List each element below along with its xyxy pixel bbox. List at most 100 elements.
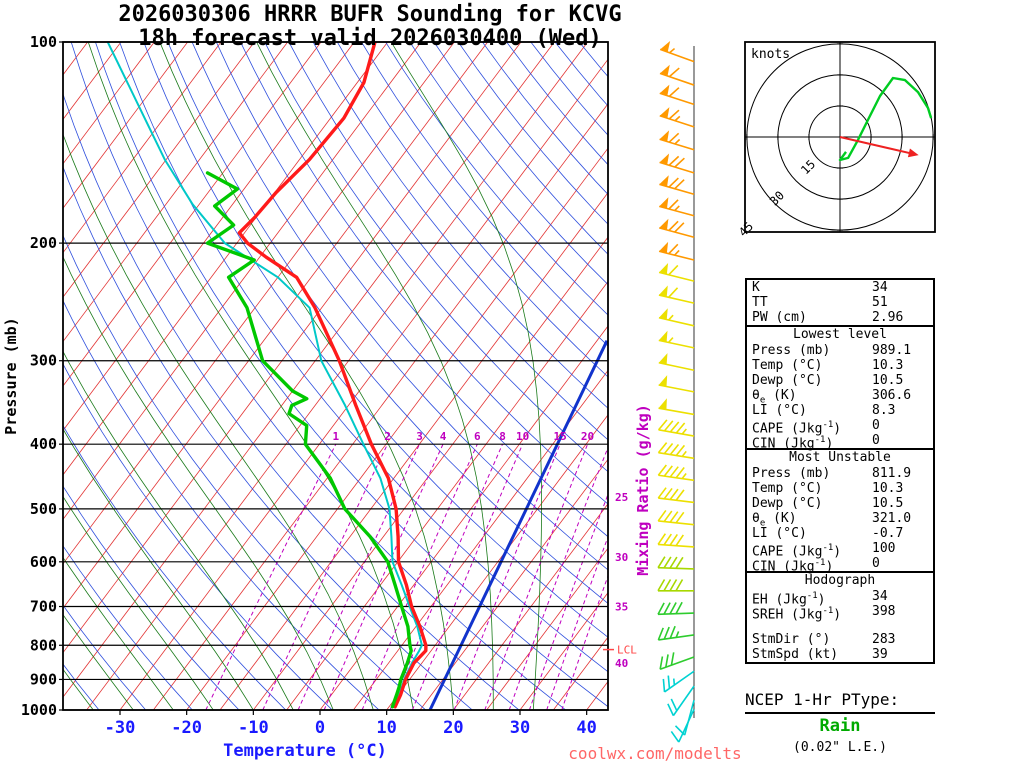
stat-row: Press (mb) 811.9 xyxy=(752,466,912,481)
skewt-background xyxy=(63,42,608,710)
stats-section-header: Most Unstable xyxy=(789,450,891,465)
svg-text:900: 900 xyxy=(30,670,57,688)
hodograph-units-label: knots xyxy=(751,47,790,62)
stat-row: CIN (Jkg-1) 0 xyxy=(752,433,880,452)
svg-text:25: 25 xyxy=(615,491,628,504)
temperature-axis-title: Temperature (°C) xyxy=(223,741,387,761)
lcl-marker: LCL xyxy=(603,644,637,657)
wind-barb xyxy=(658,285,695,304)
mixing-ratio-labels: 1 2 3 4 6 8 10 15 20 25 30 35 40 xyxy=(332,430,628,670)
storm-motion-arrow xyxy=(839,136,914,155)
stat-row: CAPE (Jkg-1) 100 xyxy=(752,541,896,560)
wind-barb xyxy=(657,487,695,504)
svg-text:40: 40 xyxy=(615,657,628,670)
svg-text:800: 800 xyxy=(30,636,57,654)
ptype-heading: NCEP 1-Hr PType: xyxy=(745,690,935,714)
hodograph-trace xyxy=(838,76,933,162)
stat-row: StmDir (°) 283 xyxy=(752,632,896,647)
title-line-2: 18h forecast valid 2026030400 (Wed) xyxy=(138,26,602,51)
svg-text:6: 6 xyxy=(474,430,481,443)
svg-text:10: 10 xyxy=(516,430,529,443)
stats-divider xyxy=(747,571,933,573)
mixing-ratio-lines xyxy=(205,443,608,710)
stat-row: EH (Jkg-1) 34 xyxy=(752,589,888,608)
stats-divider xyxy=(747,325,933,327)
wind-barb xyxy=(659,197,695,217)
wind-barb xyxy=(658,375,695,393)
wind-barb xyxy=(659,84,695,106)
wind-barb xyxy=(657,556,695,570)
stats-divider xyxy=(747,448,933,450)
svg-text:20: 20 xyxy=(581,430,594,443)
ptype-value: Rain xyxy=(819,716,861,736)
stat-row: PW (cm) 2.96 xyxy=(752,310,904,325)
wind-barb xyxy=(670,709,695,743)
dry-adiabat-lines xyxy=(63,42,608,710)
wind-barb xyxy=(659,130,695,151)
wind-barb xyxy=(658,330,695,349)
svg-text:-20: -20 xyxy=(171,718,202,738)
svg-text:500: 500 xyxy=(30,500,57,518)
wind-barb xyxy=(659,175,695,195)
svg-text:-30: -30 xyxy=(105,718,136,738)
thick-blue-reference-line xyxy=(428,340,608,710)
svg-text:2: 2 xyxy=(384,430,391,443)
svg-text:20: 20 xyxy=(443,718,463,738)
svg-text:600: 600 xyxy=(30,553,57,571)
svg-text:10: 10 xyxy=(376,718,396,738)
wind-barb xyxy=(658,241,695,261)
svg-text:8: 8 xyxy=(499,430,506,443)
ptype-note: (0.02" L.E.) xyxy=(793,740,887,755)
stat-row: TT 51 xyxy=(752,295,888,310)
svg-text:400: 400 xyxy=(30,435,57,453)
svg-text:700: 700 xyxy=(30,598,57,616)
title-line-1: 2026030306 HRRR BUFR Sounding for KCVG xyxy=(118,2,622,27)
watermark-link[interactable]: coolwx.com/modelts xyxy=(568,744,742,763)
svg-text:1: 1 xyxy=(332,430,339,443)
stat-row: Temp (°C) 10.3 xyxy=(752,481,904,496)
stat-row: LI (°C) -0.7 xyxy=(752,526,904,541)
svg-text:0: 0 xyxy=(315,718,325,738)
wind-barb xyxy=(659,107,695,128)
svg-text:200: 200 xyxy=(30,234,57,252)
svg-text:30: 30 xyxy=(615,551,628,564)
wind-barb xyxy=(659,652,695,671)
stat-row: θe (K) 306.6 xyxy=(752,388,912,406)
wind-barb xyxy=(658,308,695,327)
wind-barb xyxy=(658,263,695,282)
stats-panel: K 34 TT 51 PW (cm) 2.96 Lowest level Press (mb)… xyxy=(745,278,935,664)
stat-row: StmSpd (kt) 39 xyxy=(752,647,888,662)
wind-barb xyxy=(659,64,695,86)
wind-barb xyxy=(657,464,695,482)
stats-section-header: Hodograph xyxy=(804,573,876,588)
svg-text:LCL: LCL xyxy=(617,644,637,657)
stat-row: CAPE (Jkg-1) 0 xyxy=(752,418,880,437)
svg-text:300: 300 xyxy=(30,352,57,370)
moist-adiabat-lines xyxy=(63,42,542,710)
pressure-axis-title: Pressure (mb) xyxy=(2,317,20,434)
wind-barb xyxy=(657,625,695,641)
wind-barb xyxy=(657,533,695,548)
svg-text:-10: -10 xyxy=(238,718,269,738)
stat-row: CIN (Jkg-1) 0 xyxy=(752,556,880,575)
stat-row: Temp (°C) 10.3 xyxy=(752,358,904,373)
wind-barb xyxy=(657,601,695,616)
wind-barb xyxy=(659,153,695,174)
wind-barb xyxy=(657,442,695,460)
stat-row: Press (mb) 989.1 xyxy=(752,343,912,358)
wind-barb xyxy=(658,353,695,372)
svg-text:35: 35 xyxy=(615,601,628,614)
stat-row: SREH (Jkg-1) 398 xyxy=(752,604,896,623)
stat-row: Dewp (°C) 10.5 xyxy=(752,373,904,388)
svg-text:15: 15 xyxy=(553,430,566,443)
svg-text:1000: 1000 xyxy=(21,701,57,719)
stat-row: K 34 xyxy=(752,280,888,295)
wind-barb xyxy=(658,398,695,416)
temperature-trace xyxy=(237,42,428,709)
svg-text:3: 3 xyxy=(416,430,423,443)
mixing-ratio-axis-title: Mixing Ratio (g/kg) xyxy=(634,404,652,576)
